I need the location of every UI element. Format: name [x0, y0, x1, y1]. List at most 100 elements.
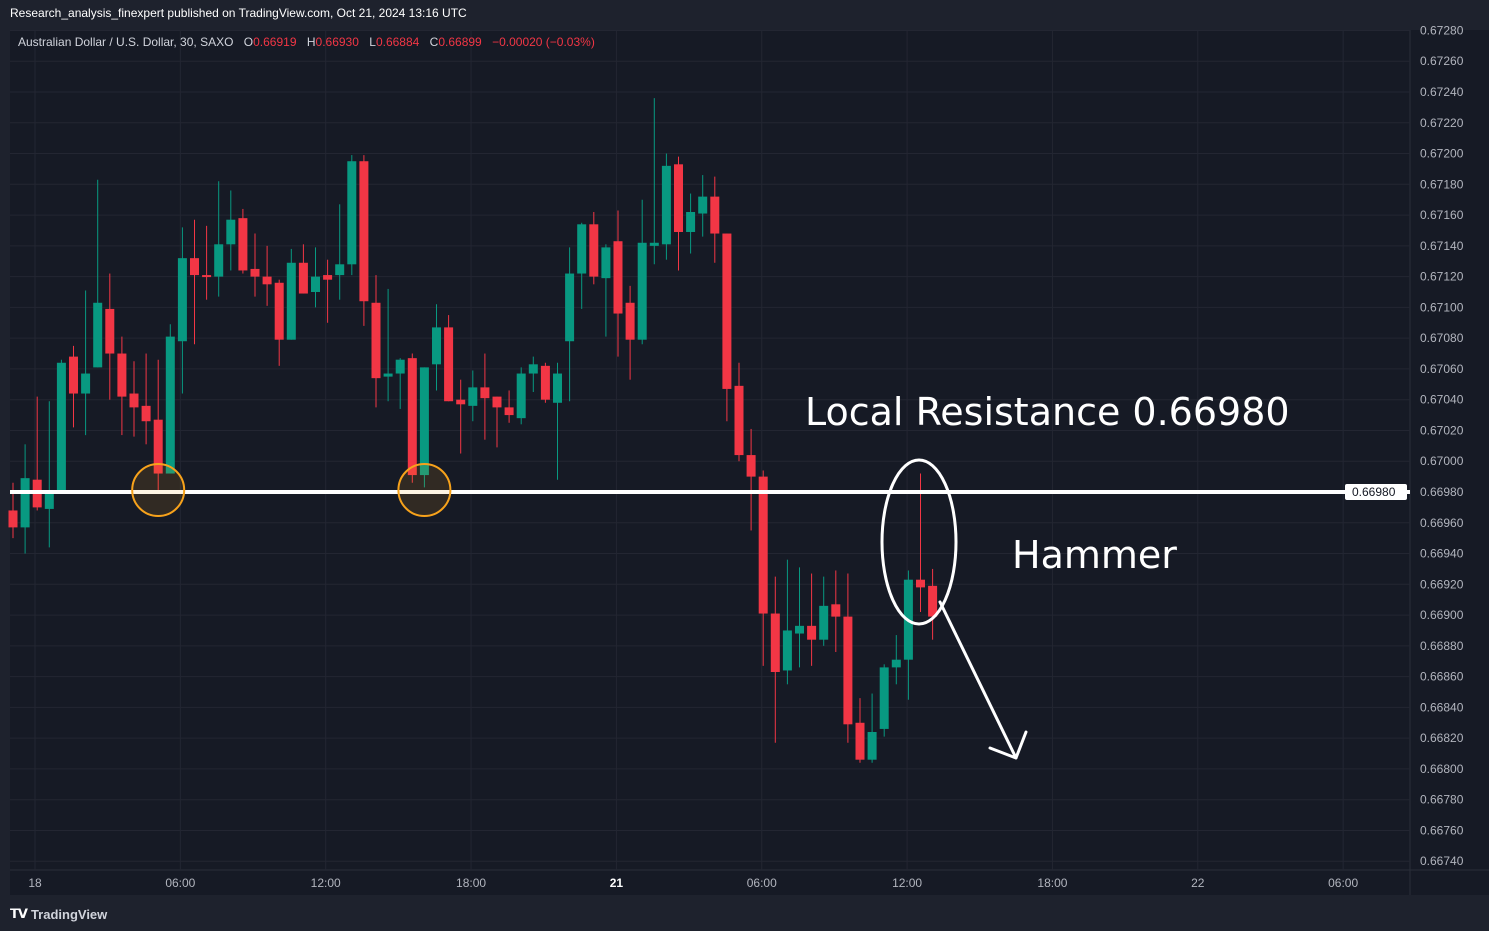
- candle-bullish[interactable]: [553, 362, 562, 480]
- candle-bearish[interactable]: [916, 473, 925, 612]
- candle-bearish[interactable]: [674, 156, 683, 271]
- brand-name: TradingView: [30, 906, 108, 922]
- candle-bullish[interactable]: [661, 153, 671, 260]
- support-touch-circle[interactable]: [397, 463, 452, 517]
- candle-bullish[interactable]: [311, 247, 320, 308]
- candle-bullish[interactable]: [819, 576, 829, 646]
- candle-bullish[interactable]: [528, 356, 538, 393]
- candle-body: [468, 387, 478, 406]
- candle-bearish[interactable]: [758, 470, 768, 666]
- candle-bearish[interactable]: [843, 573, 853, 743]
- candle-bearish[interactable]: [323, 259, 333, 323]
- candle-bullish[interactable]: [395, 358, 405, 409]
- open-value: 0.66919: [253, 35, 297, 49]
- hammer-highlight-ellipse[interactable]: [880, 458, 958, 626]
- candle-bullish[interactable]: [177, 227, 187, 394]
- candle-body: [637, 242, 647, 340]
- candle-bullish[interactable]: [516, 367, 526, 425]
- candle-bullish[interactable]: [601, 244, 611, 337]
- candle-bearish[interactable]: [589, 212, 599, 285]
- symbol-name[interactable]: Australian Dollar / U.S. Dollar, 30, SAX…: [18, 35, 234, 49]
- candle-bearish[interactable]: [141, 353, 151, 445]
- candle-body: [347, 161, 357, 265]
- candle-bearish[interactable]: [262, 245, 272, 306]
- candle-bearish[interactable]: [105, 273, 115, 400]
- candle-bullish[interactable]: [81, 290, 91, 436]
- candle-bearish[interactable]: [69, 345, 78, 428]
- candle-bullish[interactable]: [649, 98, 659, 265]
- candle-bullish[interactable]: [637, 199, 647, 345]
- candle-bearish[interactable]: [831, 570, 841, 652]
- candle-bearish[interactable]: [274, 279, 284, 366]
- candle-bearish[interactable]: [504, 390, 514, 423]
- candle-bearish[interactable]: [613, 210, 623, 357]
- candle-bearish[interactable]: [734, 362, 744, 462]
- candle-bullish[interactable]: [335, 204, 345, 300]
- candle-bullish[interactable]: [686, 193, 696, 254]
- candle-bullish[interactable]: [879, 664, 889, 737]
- candle-bullish[interactable]: [93, 179, 103, 368]
- candle-bearish[interactable]: [770, 576, 780, 743]
- candle-bearish[interactable]: [444, 315, 454, 402]
- candle-bullish[interactable]: [432, 304, 441, 391]
- candle-bullish[interactable]: [286, 248, 296, 340]
- candle-bullish[interactable]: [347, 155, 357, 276]
- candle-bullish[interactable]: [565, 247, 575, 402]
- candle-body: [746, 455, 756, 477]
- support-touch-circle[interactable]: [131, 463, 186, 517]
- resistance-annotation[interactable]: Local Resistance 0.66980: [805, 390, 1290, 434]
- candle-bullish[interactable]: [867, 693, 877, 763]
- candle-bullish[interactable]: [20, 444, 30, 554]
- price-tick-label: 0.67220: [1420, 116, 1464, 130]
- candle-bearish[interactable]: [129, 361, 139, 437]
- candle-bullish[interactable]: [468, 370, 478, 422]
- candle-bullish[interactable]: [577, 222, 587, 309]
- candle-bullish[interactable]: [44, 401, 54, 548]
- candle-bearish[interactable]: [238, 208, 248, 274]
- candle-bearish[interactable]: [371, 275, 381, 408]
- down-arrow-icon[interactable]: [938, 600, 1028, 760]
- candle-bullish[interactable]: [795, 567, 804, 668]
- candle-bearish[interactable]: [298, 244, 308, 294]
- candle-body: [153, 419, 163, 474]
- candle-bearish[interactable]: [625, 285, 635, 380]
- candle-bullish[interactable]: [165, 324, 175, 474]
- candle-bearish[interactable]: [746, 428, 756, 531]
- candle-bearish[interactable]: [540, 362, 550, 403]
- candle-body: [916, 579, 925, 588]
- candle-bullish[interactable]: [56, 359, 66, 494]
- candle-bearish[interactable]: [153, 359, 163, 494]
- candle-bullish[interactable]: [383, 288, 393, 402]
- candle-bearish[interactable]: [407, 353, 417, 483]
- chart-pane[interactable]: [10, 30, 1410, 895]
- low-value: 0.66884: [375, 35, 420, 49]
- price-axis[interactable]: [1410, 30, 1489, 895]
- candle-bearish[interactable]: [710, 176, 720, 263]
- candle-bearish[interactable]: [722, 233, 732, 422]
- candle-bearish[interactable]: [202, 225, 212, 300]
- candle-bullish[interactable]: [782, 559, 792, 685]
- candle-bearish[interactable]: [456, 379, 466, 454]
- candle-bearish[interactable]: [117, 336, 127, 436]
- candle-bearish[interactable]: [807, 573, 817, 666]
- candle-bullish[interactable]: [419, 367, 429, 488]
- tradingview-brand[interactable]: 𝗧𝗩 TradingView: [10, 906, 107, 922]
- candle-body: [577, 224, 587, 274]
- candle-bearish[interactable]: [492, 396, 502, 448]
- candle-bullish[interactable]: [226, 190, 236, 271]
- candle-bearish[interactable]: [190, 219, 199, 345]
- candle-bearish[interactable]: [855, 698, 865, 763]
- candle-bullish[interactable]: [214, 181, 224, 297]
- hammer-annotation[interactable]: Hammer: [1012, 533, 1177, 577]
- candle-bearish[interactable]: [928, 568, 938, 640]
- candle-bearish[interactable]: [480, 353, 490, 440]
- candle-bullish[interactable]: [698, 175, 708, 237]
- price-tick-label: 0.66860: [1420, 670, 1464, 684]
- high-value: 0.66930: [315, 35, 359, 49]
- candle-bearish[interactable]: [359, 155, 369, 326]
- candle-bullish[interactable]: [891, 635, 901, 685]
- candle-bearish[interactable]: [250, 233, 260, 297]
- candle-body: [407, 358, 417, 476]
- candle-body: [504, 407, 514, 416]
